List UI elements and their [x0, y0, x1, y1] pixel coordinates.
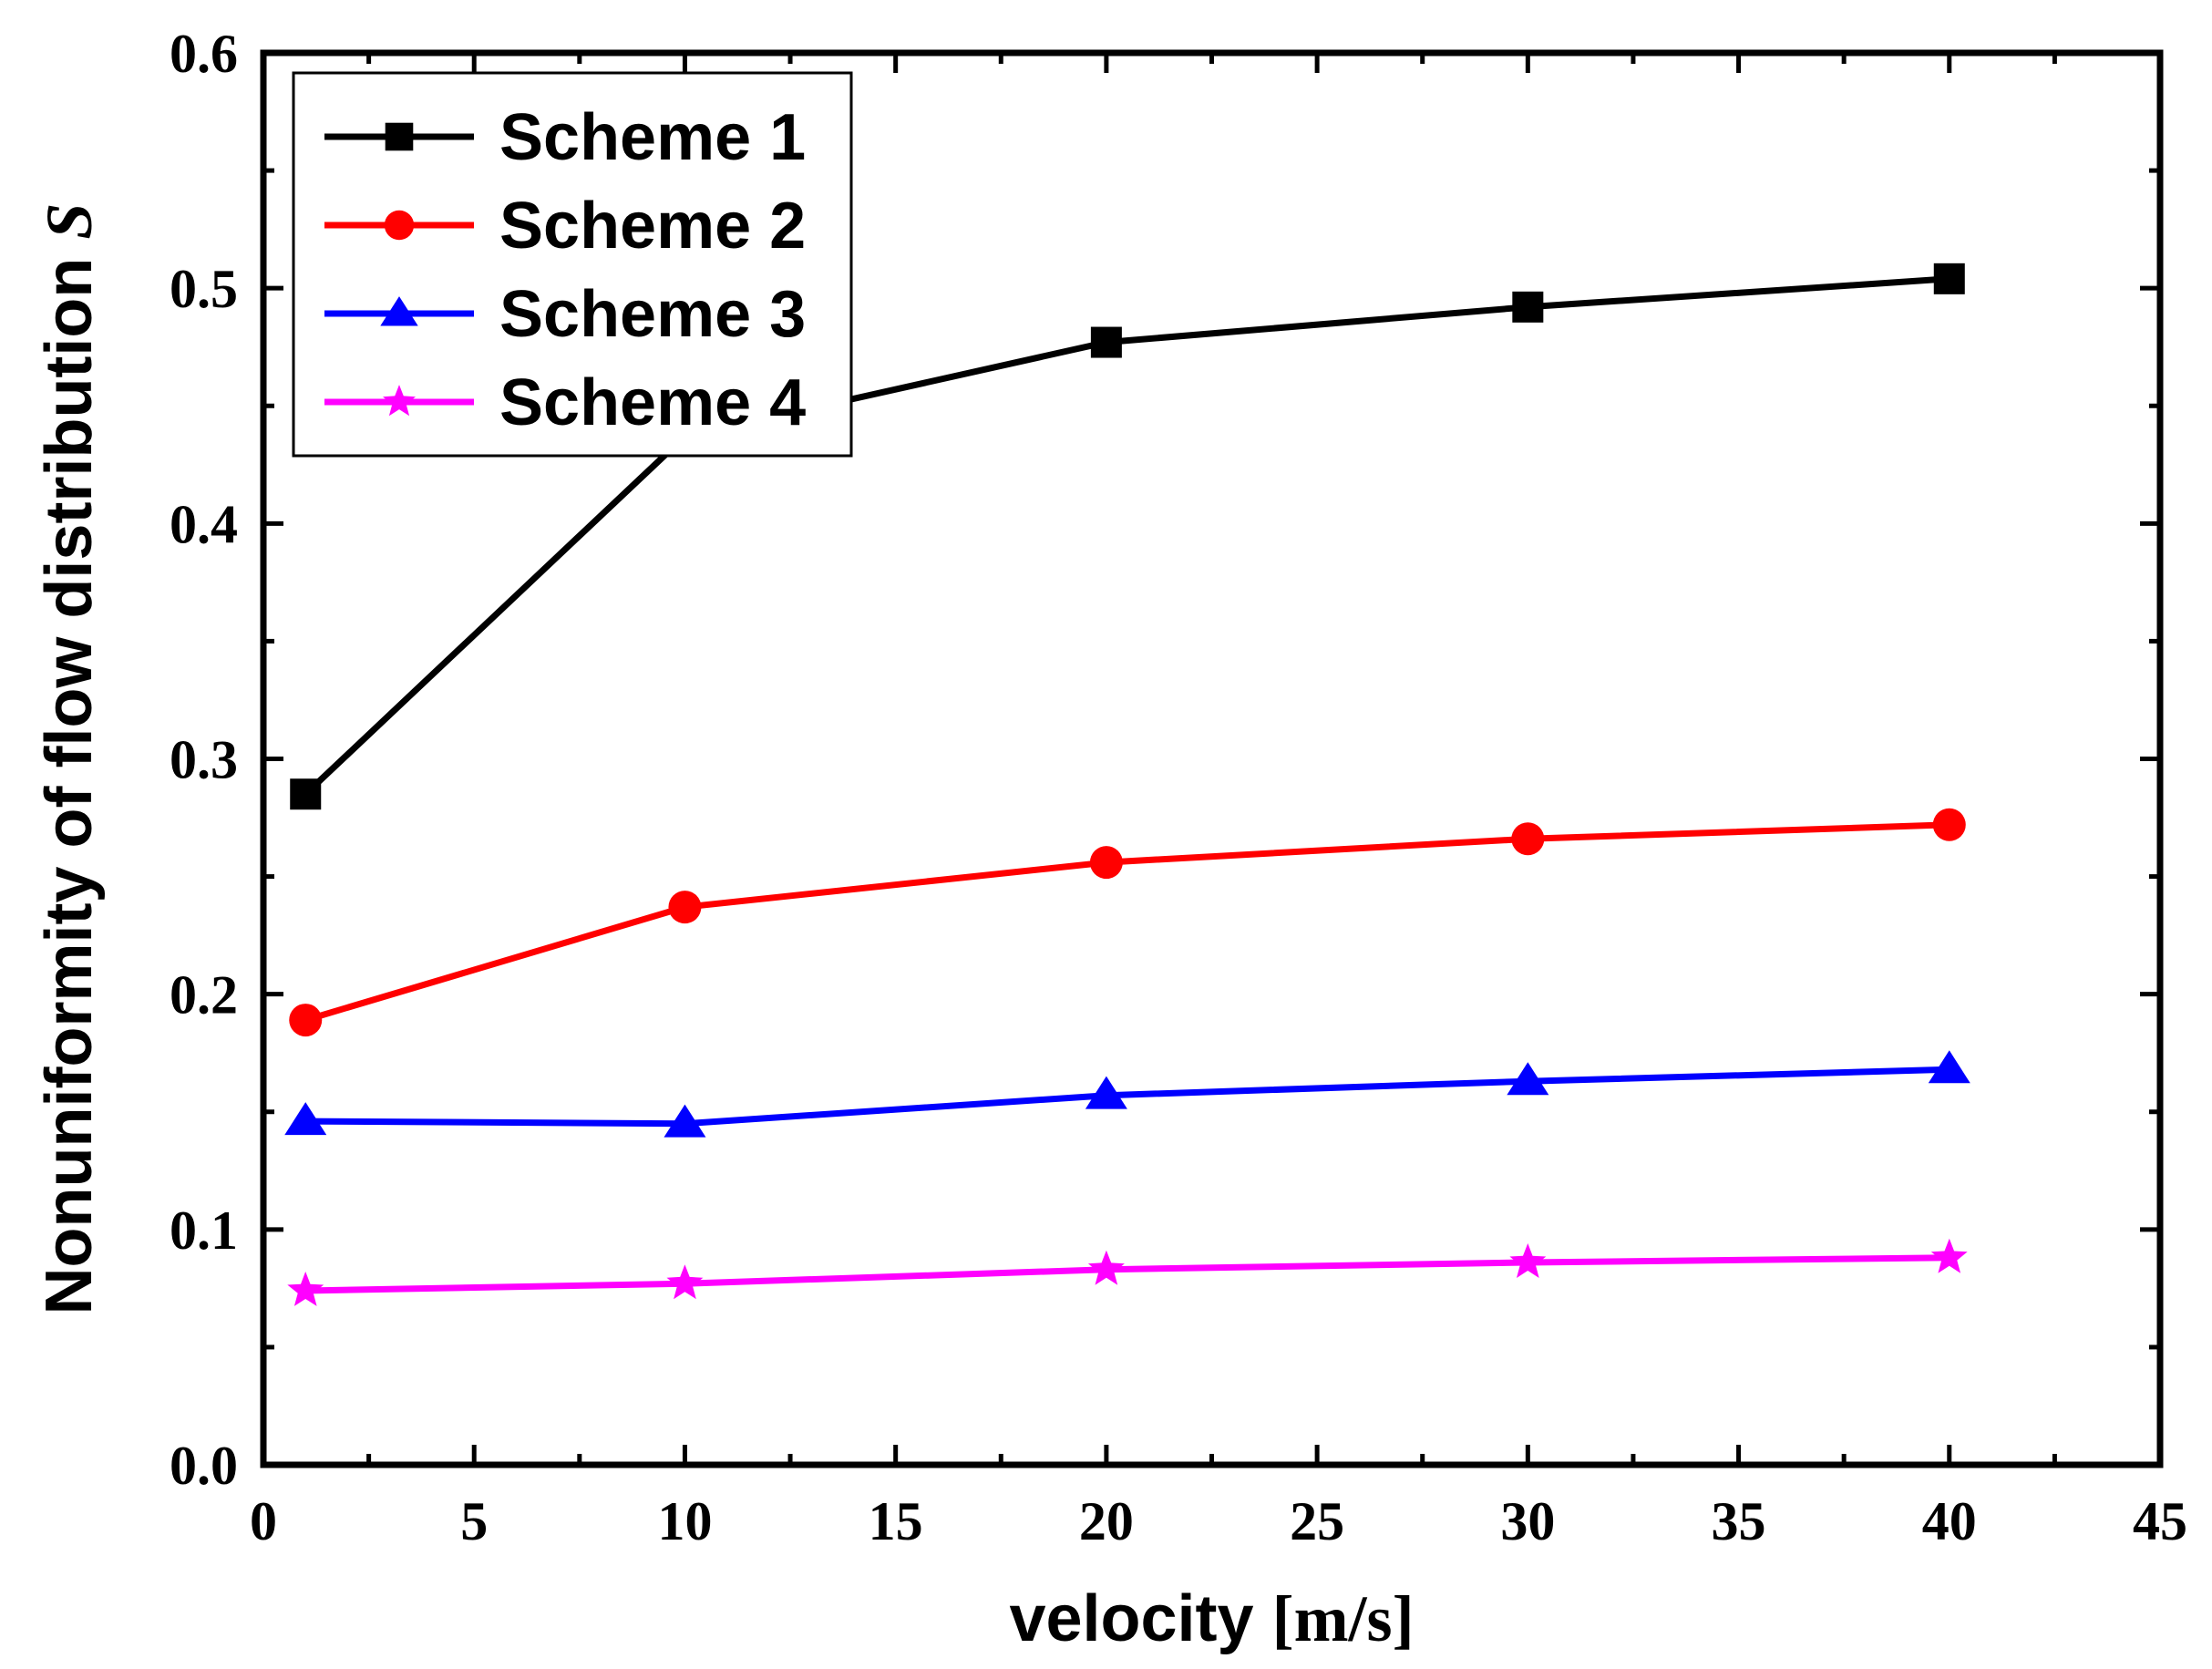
x-tick-label: 30	[1500, 1491, 1555, 1551]
data-point-scheme-2	[1932, 808, 1966, 841]
data-point-scheme-1	[1090, 326, 1122, 358]
legend-marker-scheme-1	[385, 122, 414, 151]
axis-ticks: 0 5 10 15 20 25 30 35 40 45 0.0 0.1 0.2 0.3 0.4 0.5 0.6	[170, 24, 2187, 1551]
y-tick-label: 0.0	[170, 1436, 238, 1496]
series-line-scheme-3	[305, 1066, 1950, 1128]
legend-marker-scheme-2	[384, 210, 415, 241]
data-point-scheme-4	[666, 1264, 704, 1300]
y-tick-label: 0.3	[170, 730, 238, 790]
y-tick-label: 0.4	[170, 494, 238, 554]
data-point-scheme-2	[1089, 846, 1123, 880]
x-tick-label: 45	[2133, 1491, 2187, 1551]
data-point-scheme-2	[289, 1004, 323, 1037]
x-axis-title-main: velocity	[1009, 1582, 1253, 1655]
plot-marks	[284, 263, 1970, 1306]
y-tick-label: 0.6	[170, 24, 238, 84]
series-line-scheme-4	[305, 1254, 1950, 1294]
y-axis-title-main: Nonuniformity of flow distribution	[33, 258, 106, 1315]
x-tick-label: 5	[460, 1491, 488, 1551]
data-point-scheme-3	[1085, 1076, 1127, 1109]
legend: Scheme 1 Scheme 2 Scheme 3 Scheme 4	[292, 71, 853, 458]
data-point-scheme-3	[284, 1102, 327, 1136]
data-point-scheme-1	[1933, 263, 1965, 294]
y-tick-label: 0.1	[170, 1200, 238, 1261]
legend-label-scheme-1: Scheme 1	[499, 101, 806, 174]
data-point-scheme-3	[1928, 1050, 1970, 1084]
legend-label-scheme-2: Scheme 2	[499, 190, 806, 263]
data-point-scheme-4	[1930, 1238, 1968, 1273]
y-tick-label: 0.2	[170, 965, 238, 1025]
legend-label-scheme-4: Scheme 4	[499, 366, 806, 439]
data-point-scheme-4	[287, 1272, 324, 1306]
y-tick-label: 0.5	[170, 259, 238, 319]
x-axis-title-unit: [m/s]	[1272, 1582, 1415, 1655]
data-point-scheme-2	[668, 891, 702, 924]
data-point-scheme-1	[290, 778, 322, 810]
x-tick-label: 15	[869, 1491, 923, 1551]
x-tick-label: 0	[250, 1491, 277, 1551]
series-line-scheme-2	[304, 821, 1950, 1024]
legend-label-scheme-3: Scheme 3	[499, 278, 806, 351]
legend-marker-scheme-3	[380, 296, 418, 326]
legend-marker-scheme-4	[383, 385, 416, 417]
x-tick-label: 40	[1922, 1491, 1977, 1551]
x-tick-label: 35	[1712, 1491, 1766, 1551]
x-tick-label: 25	[1290, 1491, 1344, 1551]
data-point-scheme-1	[1512, 291, 1544, 323]
data-point-scheme-3	[1507, 1062, 1549, 1096]
y-axis-title: Nonuniformity of flow distribution S	[33, 203, 106, 1315]
x-axis-title: velocity [m/s]	[1009, 1582, 1414, 1655]
x-tick-label: 10	[657, 1491, 712, 1551]
data-point-scheme-4	[1509, 1243, 1547, 1278]
data-point-scheme-3	[664, 1104, 706, 1138]
x-tick-label: 20	[1079, 1491, 1134, 1551]
y-axis-title-symbol: S	[33, 203, 106, 240]
data-point-scheme-4	[1087, 1250, 1125, 1285]
data-point-scheme-2	[1511, 822, 1545, 856]
